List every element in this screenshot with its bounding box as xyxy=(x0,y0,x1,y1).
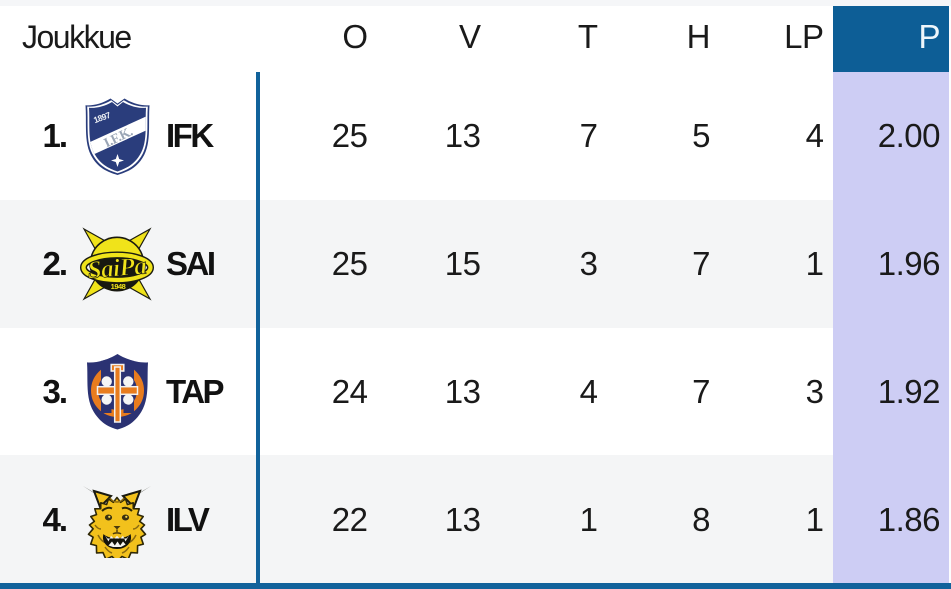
svg-text:1948: 1948 xyxy=(111,282,126,291)
svg-text:SaiPa: SaiPa xyxy=(87,252,148,284)
